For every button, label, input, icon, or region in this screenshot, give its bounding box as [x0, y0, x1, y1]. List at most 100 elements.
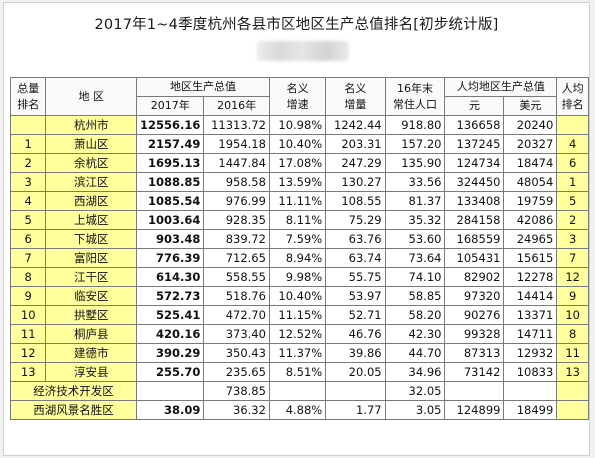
gdp-2016-cell: 839.72 — [203, 229, 270, 249]
per-capita-rank-cell: 10 — [556, 305, 589, 325]
population-cell: 58.85 — [384, 286, 446, 306]
header-yuan: 元 — [444, 96, 505, 116]
per-capita-rank-cell — [556, 400, 589, 420]
document-frame: 2017年1~4季度杭州各县市区地区生产总值排名[初步统计版] 总量 排名 地 区… — [3, 2, 590, 456]
region-cell: 下城区 — [45, 229, 138, 249]
gdp-2016-cell: 36.32 — [203, 400, 270, 420]
nominal-rate-cell: 12.52% — [268, 324, 327, 344]
nominal-increase-cell: 53.97 — [325, 286, 386, 306]
per-capita-rank-cell: 11 — [556, 343, 589, 363]
table-row: 11 桐庐县 420.16 373.40 12.52% 46.76 42.30 99328 14… — [9, 324, 589, 344]
per-capita-usd-cell: 12932 — [503, 343, 558, 363]
nominal-increase-cell: 20.05 — [325, 362, 386, 382]
nominal-increase-cell: 1242.44 — [325, 115, 386, 135]
per-capita-rank-cell: 6 — [556, 153, 589, 173]
table-row: 3 滨江区 1088.85 958.58 13.59% 130.27 33.56 324450… — [9, 172, 589, 192]
table-row: 13 淳安县 255.70 235.65 8.51% 20.05 34.96 73142 108… — [9, 362, 589, 382]
per-capita-usd-cell: 18474 — [503, 153, 558, 173]
nominal-rate-cell: 4.88% — [268, 400, 327, 420]
header-row-2: 2017年 2016年 元 美元 — [11, 96, 589, 116]
region-cell: 建德市 — [45, 343, 138, 363]
per-capita-rank-cell: 1 — [556, 172, 589, 192]
gdp-2016-cell: 350.43 — [203, 343, 270, 363]
gdp-2016-cell: 928.35 — [203, 210, 270, 230]
header-usd: 美元 — [503, 96, 558, 116]
per-capita-yuan-cell: 284158 — [444, 210, 505, 230]
per-capita-usd-cell: 10833 — [503, 362, 558, 382]
per-capita-yuan-cell: 324450 — [444, 172, 505, 192]
header-per-capita-rank: 人均 排名 — [556, 77, 589, 116]
population-cell: 81.37 — [384, 191, 446, 211]
per-capita-rank-cell: 2 — [556, 210, 589, 230]
per-capita-yuan-cell: 87313 — [444, 343, 505, 363]
nominal-rate-cell: 7.59% — [268, 229, 327, 249]
table-row: 12 建德市 390.29 350.43 11.37% 39.86 44.70 87313 12… — [9, 343, 589, 363]
nominal-rate-cell: 11.15% — [268, 305, 327, 325]
gdp-2017-cell: 38.09 — [136, 400, 205, 420]
nominal-rate-cell: 10.40% — [268, 286, 327, 306]
gdp-2017-cell: 2157.49 — [136, 134, 205, 154]
rank-cell: 3 — [9, 172, 47, 192]
region-cell: 滨江区 — [45, 172, 138, 192]
gdp-2016-cell: 373.40 — [203, 324, 270, 344]
table-row: 西湖风景名胜区 38.09 36.32 4.88% 1.77 3.05 124899 1849… — [9, 400, 589, 420]
per-capita-yuan-cell: 73142 — [444, 362, 505, 382]
gdp-2016-cell: 518.76 — [203, 286, 270, 306]
per-capita-usd-cell — [503, 381, 558, 401]
nominal-rate-cell: 10.98% — [268, 115, 327, 135]
gdp-2016-cell: 472.70 — [203, 305, 270, 325]
nominal-increase-cell: 247.29 — [325, 153, 386, 173]
table-row: 5 上城区 1003.64 928.35 8.11% 75.29 35.32 284158 42… — [9, 210, 589, 230]
rank-cell: 1 — [9, 134, 47, 154]
gdp-2017-cell — [136, 381, 205, 401]
header-rank: 总量 排名 — [9, 77, 47, 116]
gdp-2017-cell: 1695.13 — [136, 153, 205, 173]
header-nominal-increase: 名义 增量 — [325, 77, 386, 116]
per-capita-usd-cell: 20240 — [503, 115, 558, 135]
region-cell: 余杭区 — [45, 153, 138, 173]
per-capita-usd-cell: 14711 — [503, 324, 558, 344]
table-row: 经济技术开发区 738.85 32.05 — [9, 381, 589, 401]
nominal-rate-cell — [268, 381, 327, 401]
table-row: 9 临安区 572.73 518.76 10.40% 53.97 58.85 97320 144… — [9, 286, 589, 306]
gdp-2016-cell: 1447.84 — [203, 153, 270, 173]
nominal-increase-cell: 52.71 — [325, 305, 386, 325]
per-capita-usd-cell: 19759 — [503, 191, 558, 211]
gdp-2016-cell: 558.55 — [203, 267, 270, 287]
rank-cell: 6 — [9, 229, 47, 249]
nominal-increase-cell: 63.76 — [325, 229, 386, 249]
gdp-2017-cell: 1085.54 — [136, 191, 205, 211]
blurred-watermark — [257, 41, 349, 61]
population-cell: 918.80 — [384, 115, 446, 135]
gdp-2017-cell: 776.39 — [136, 248, 205, 268]
nominal-rate-cell: 17.08% — [268, 153, 327, 173]
rank-cell: 8 — [9, 267, 47, 287]
nominal-increase-cell: 63.74 — [325, 248, 386, 268]
per-capita-yuan-cell: 168559 — [444, 229, 505, 249]
table-row: 10 拱墅区 525.41 472.70 11.15% 52.71 58.20 90276 13… — [9, 305, 589, 325]
per-capita-rank-cell: 9 — [556, 286, 589, 306]
per-capita-rank-cell: 12 — [556, 267, 589, 287]
gdp-2016-cell: 958.58 — [203, 172, 270, 192]
header-2016: 2016年 — [203, 96, 270, 116]
per-capita-usd-cell: 24965 — [503, 229, 558, 249]
header-2017: 2017年 — [136, 96, 205, 116]
per-capita-usd-cell: 18499 — [503, 400, 558, 420]
population-cell: 33.56 — [384, 172, 446, 192]
page-title: 2017年1~4季度杭州各县市区地区生产总值排名[初步统计版] — [94, 17, 499, 33]
region-cell: 淳安县 — [45, 362, 138, 382]
gdp-2017-cell: 390.29 — [136, 343, 205, 363]
region-cell: 上城区 — [45, 210, 138, 230]
per-capita-rank-cell: 8 — [556, 324, 589, 344]
nominal-rate-cell: 11.11% — [268, 191, 327, 211]
header-population: 16年末 常住人口 — [384, 77, 446, 116]
per-capita-usd-cell: 20327 — [503, 134, 558, 154]
rank-cell: 11 — [9, 324, 47, 344]
table-row: 6 下城区 903.48 839.72 7.59% 63.76 53.60 168559 249… — [9, 229, 589, 249]
population-cell: 53.60 — [384, 229, 446, 249]
population-cell: 73.64 — [384, 248, 446, 268]
header-per-capita: 人均地区生产总值 — [444, 77, 558, 97]
per-capita-yuan-cell: 90276 — [444, 305, 505, 325]
region-cell: 杭州市 — [45, 115, 138, 135]
per-capita-yuan-cell: 124734 — [444, 153, 505, 173]
